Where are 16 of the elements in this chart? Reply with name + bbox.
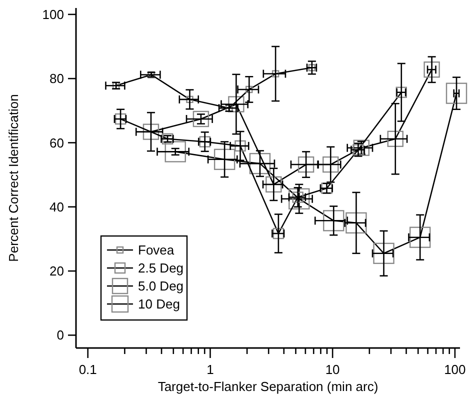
x-tick-label: 100 [444,362,466,377]
x-tick-label: 1 [206,362,214,377]
x-axis-title: Target-to-Flanker Separation (min arc) [158,379,378,394]
y-tick-label: 80 [50,71,64,86]
y-tick-label: 60 [50,135,64,150]
y-tick-label: 20 [50,264,64,279]
x-tick-label: 10 [325,362,340,377]
y-tick-label: 0 [56,328,64,343]
y-axis-title: Percent Correct Identification [6,94,21,262]
legend-label: Fovea [138,242,175,258]
legend-label: 2.5 Deg [138,260,184,276]
legend-label: 5.0 Deg [138,278,184,294]
y-tick-label: 40 [50,199,64,214]
y-tick-label: 100 [42,6,64,22]
x-tick-label: 0.1 [78,362,97,377]
legend-label: 10 Deg [138,296,180,312]
